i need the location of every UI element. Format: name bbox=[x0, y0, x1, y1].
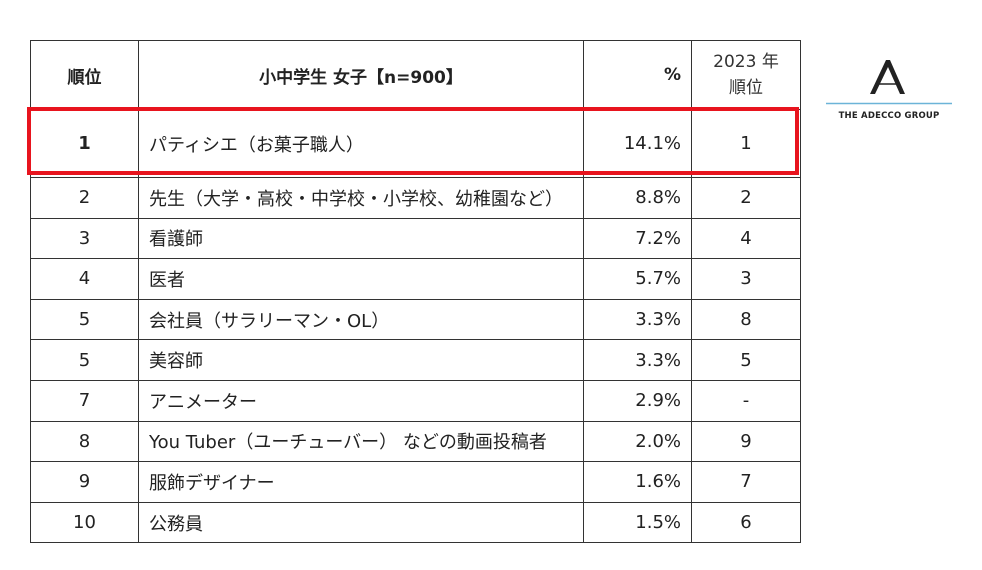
header-cell: 順位 bbox=[30, 40, 139, 110]
ranking-table: 順位 小中学生 女子【n=900】% 2023 年順位 1 パティシエ（お菓子職人） 1… bbox=[30, 40, 801, 544]
table-cell: 1.6% bbox=[583, 461, 692, 503]
header-line: 2023 年 bbox=[713, 52, 779, 72]
table-cell: 4 bbox=[30, 258, 139, 300]
table-cell: 8 bbox=[30, 420, 139, 463]
table-cell: You Tuber（ユーチューバー） などの動画投稿者 bbox=[138, 420, 584, 463]
table-body: 1 パティシエ（お菓子職人） 14.1% 1 2 先生（大学・高校・中学校・小学校、幼稚園… bbox=[30, 109, 801, 544]
table-row: 2 先生（大学・高校・中学校・小学校、幼稚園など） 8.8% 2 bbox=[30, 177, 801, 219]
header-line: 順位 bbox=[729, 78, 763, 98]
table-cell: 会社員（サラリーマン・OL） bbox=[138, 298, 584, 341]
table-cell: 8.8% bbox=[583, 177, 692, 219]
table-cell: 5 bbox=[30, 298, 139, 341]
table-row: 5 会社員（サラリーマン・OL） 3.3% 8 bbox=[30, 298, 801, 341]
table-cell: 2.9% bbox=[583, 379, 692, 422]
table-cell: 3 bbox=[691, 258, 801, 300]
table-cell: アニメーター bbox=[138, 379, 584, 422]
table-cell: 10 bbox=[30, 501, 139, 544]
table-cell: 4 bbox=[691, 217, 801, 260]
table-cell: 2 bbox=[691, 177, 801, 219]
table-cell: 6 bbox=[691, 501, 801, 544]
highlight-box bbox=[27, 107, 799, 175]
table-cell: 2 bbox=[30, 177, 139, 219]
table-cell: 先生（大学・高校・中学校・小学校、幼稚園など） bbox=[138, 177, 584, 219]
table-cell: 美容師 bbox=[138, 339, 584, 381]
table-cell: 3.3% bbox=[583, 298, 692, 341]
table-cell: 5.7% bbox=[583, 258, 692, 300]
table-cell: 7.2% bbox=[583, 217, 692, 260]
table-cell: パティシエ（お菓子職人） bbox=[138, 109, 584, 178]
table-row: 4 医者 5.7% 3 bbox=[30, 258, 801, 300]
header-cell: 小中学生 女子【n=900】 bbox=[138, 40, 584, 110]
table-cell: 1 bbox=[691, 109, 801, 178]
table-row: 7 アニメーター 2.9% - bbox=[30, 379, 801, 422]
table-row: 3 看護師 7.2% 4 bbox=[30, 217, 801, 260]
table-cell: 9 bbox=[691, 420, 801, 463]
logo-mark bbox=[826, 60, 952, 105]
table-row: 5 美容師 3.3% 5 bbox=[30, 339, 801, 381]
table-row: 9 服飾デザイナー 1.6% 7 bbox=[30, 461, 801, 503]
table-cell: 3 bbox=[30, 217, 139, 260]
header-row: 順位 小中学生 女子【n=900】% 2023 年順位 bbox=[30, 40, 801, 110]
table-cell: 9 bbox=[30, 461, 139, 503]
table-cell: 7 bbox=[30, 379, 139, 422]
table-cell: 服飾デザイナー bbox=[138, 461, 584, 503]
table-cell: 公務員 bbox=[138, 501, 584, 544]
table-cell: 1.5% bbox=[583, 501, 692, 544]
table-cell: 看護師 bbox=[138, 217, 584, 260]
table-cell: - bbox=[691, 379, 801, 422]
table-cell: 2.0% bbox=[583, 420, 692, 463]
header-cell: % bbox=[583, 40, 692, 110]
table-cell: 医者 bbox=[138, 258, 584, 300]
table-cell: 5 bbox=[30, 339, 139, 381]
table-row: 10 公務員 1.5% 6 bbox=[30, 501, 801, 544]
table-row: 8 You Tuber（ユーチューバー） などの動画投稿者 2.0% 9 bbox=[30, 420, 801, 463]
logo-text: THE ADECCO GROUP bbox=[838, 111, 940, 121]
table-cell: 7 bbox=[691, 461, 801, 503]
table-cell: 5 bbox=[691, 339, 801, 381]
table-cell: 3.3% bbox=[583, 339, 692, 381]
table-cell: 8 bbox=[691, 298, 801, 341]
header-cell: 2023 年順位 bbox=[691, 40, 801, 110]
